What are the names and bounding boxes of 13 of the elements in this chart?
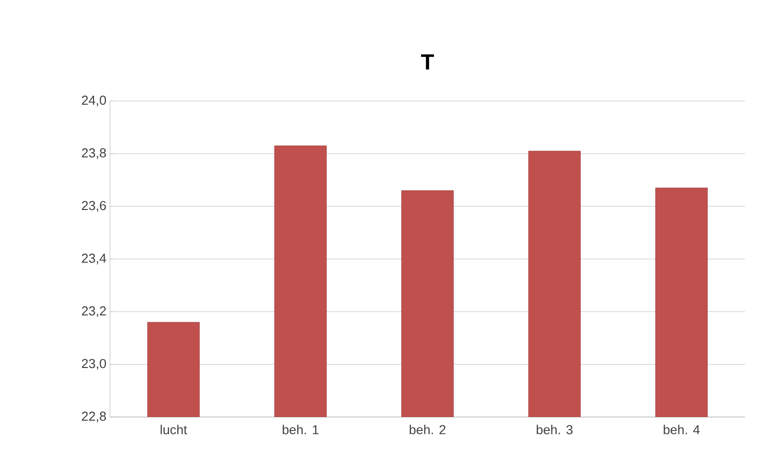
x-tick-label: beh. 2 (410, 424, 446, 434)
y-tick-label: 23,4 (82, 254, 106, 264)
x-tick-label: lucht (160, 424, 188, 434)
x-tick-label: beh. 1 (282, 424, 318, 434)
y-tick-label: 23,8 (82, 148, 106, 160)
y-tick-label: 23,6 (82, 200, 106, 212)
x-tick-label: beh. 4 (664, 424, 700, 434)
y-tick-label: 23,2 (82, 306, 106, 318)
y-tick-label: 23,0 (82, 358, 106, 370)
chart-title: T (421, 54, 434, 70)
y-tick-label: 22,8 (82, 412, 106, 422)
x-tick-label: beh. 3 (536, 424, 573, 434)
y-tick-label: 24,0 (82, 96, 106, 106)
